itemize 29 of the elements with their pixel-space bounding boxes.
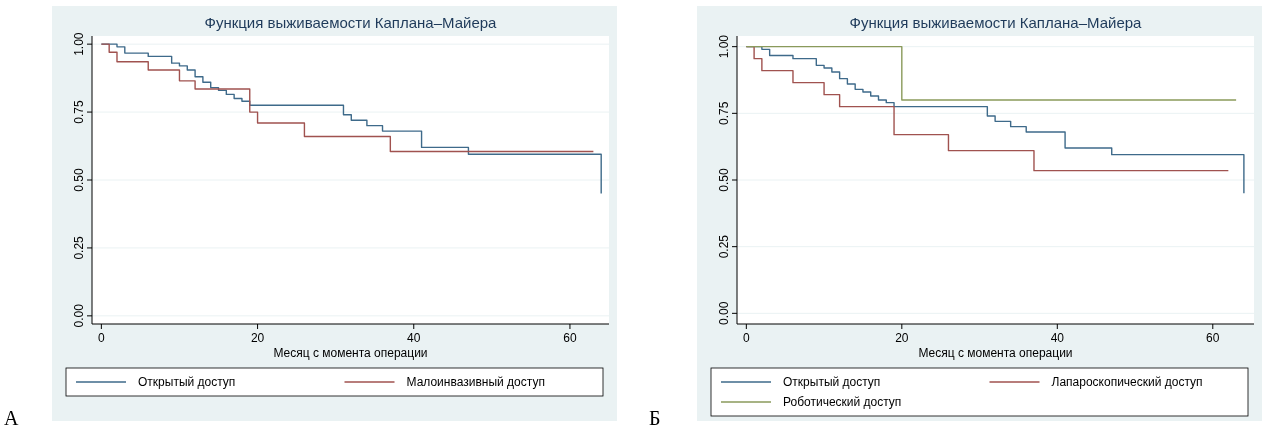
- y-tick-label: 0.75: [72, 100, 86, 124]
- legend-label: Открытый доступ: [783, 375, 881, 389]
- x-axis-title: Месяц с момента операции: [918, 346, 1073, 360]
- chart-title: Функция выживаемости Каплана–Майера: [204, 14, 498, 31]
- x-tick-label: 40: [1050, 331, 1065, 345]
- y-tick-label: 0.75: [717, 101, 731, 126]
- x-tick-label: 40: [407, 331, 421, 345]
- y-tick-label: 0.50: [72, 168, 86, 192]
- y-tick-label: 0.25: [72, 235, 86, 260]
- y-tick-label: 0.25: [717, 234, 731, 259]
- y-tick-label: 0.00: [717, 301, 731, 326]
- x-tick-label: 0: [98, 331, 106, 345]
- x-tick-label: 60: [563, 331, 577, 345]
- x-tick-label: 0: [742, 331, 750, 345]
- chart-title: Функция выживаемости Каплана–Майера: [849, 14, 1143, 31]
- y-tick-label: 1.00: [72, 32, 86, 56]
- text: А: [4, 407, 19, 429]
- x-tick-label: 60: [1206, 331, 1220, 345]
- legend-label: Открытый доступ: [138, 375, 236, 389]
- x-tick-label: 20: [250, 331, 265, 345]
- legend-label: Малоинвазивный доступ: [406, 375, 545, 389]
- x-axis-title: Месяц с момента операции: [273, 346, 428, 360]
- legend-label: Роботический доступ: [783, 395, 902, 409]
- y-tick-label: 0.00: [72, 303, 86, 328]
- text: Б: [649, 407, 661, 429]
- y-tick-label: 1.00: [717, 34, 731, 59]
- y-tick-label: 0.50: [717, 168, 731, 192]
- x-tick-label: 20: [895, 331, 909, 345]
- legend-label: Лапароскопический доступ: [1051, 375, 1203, 389]
